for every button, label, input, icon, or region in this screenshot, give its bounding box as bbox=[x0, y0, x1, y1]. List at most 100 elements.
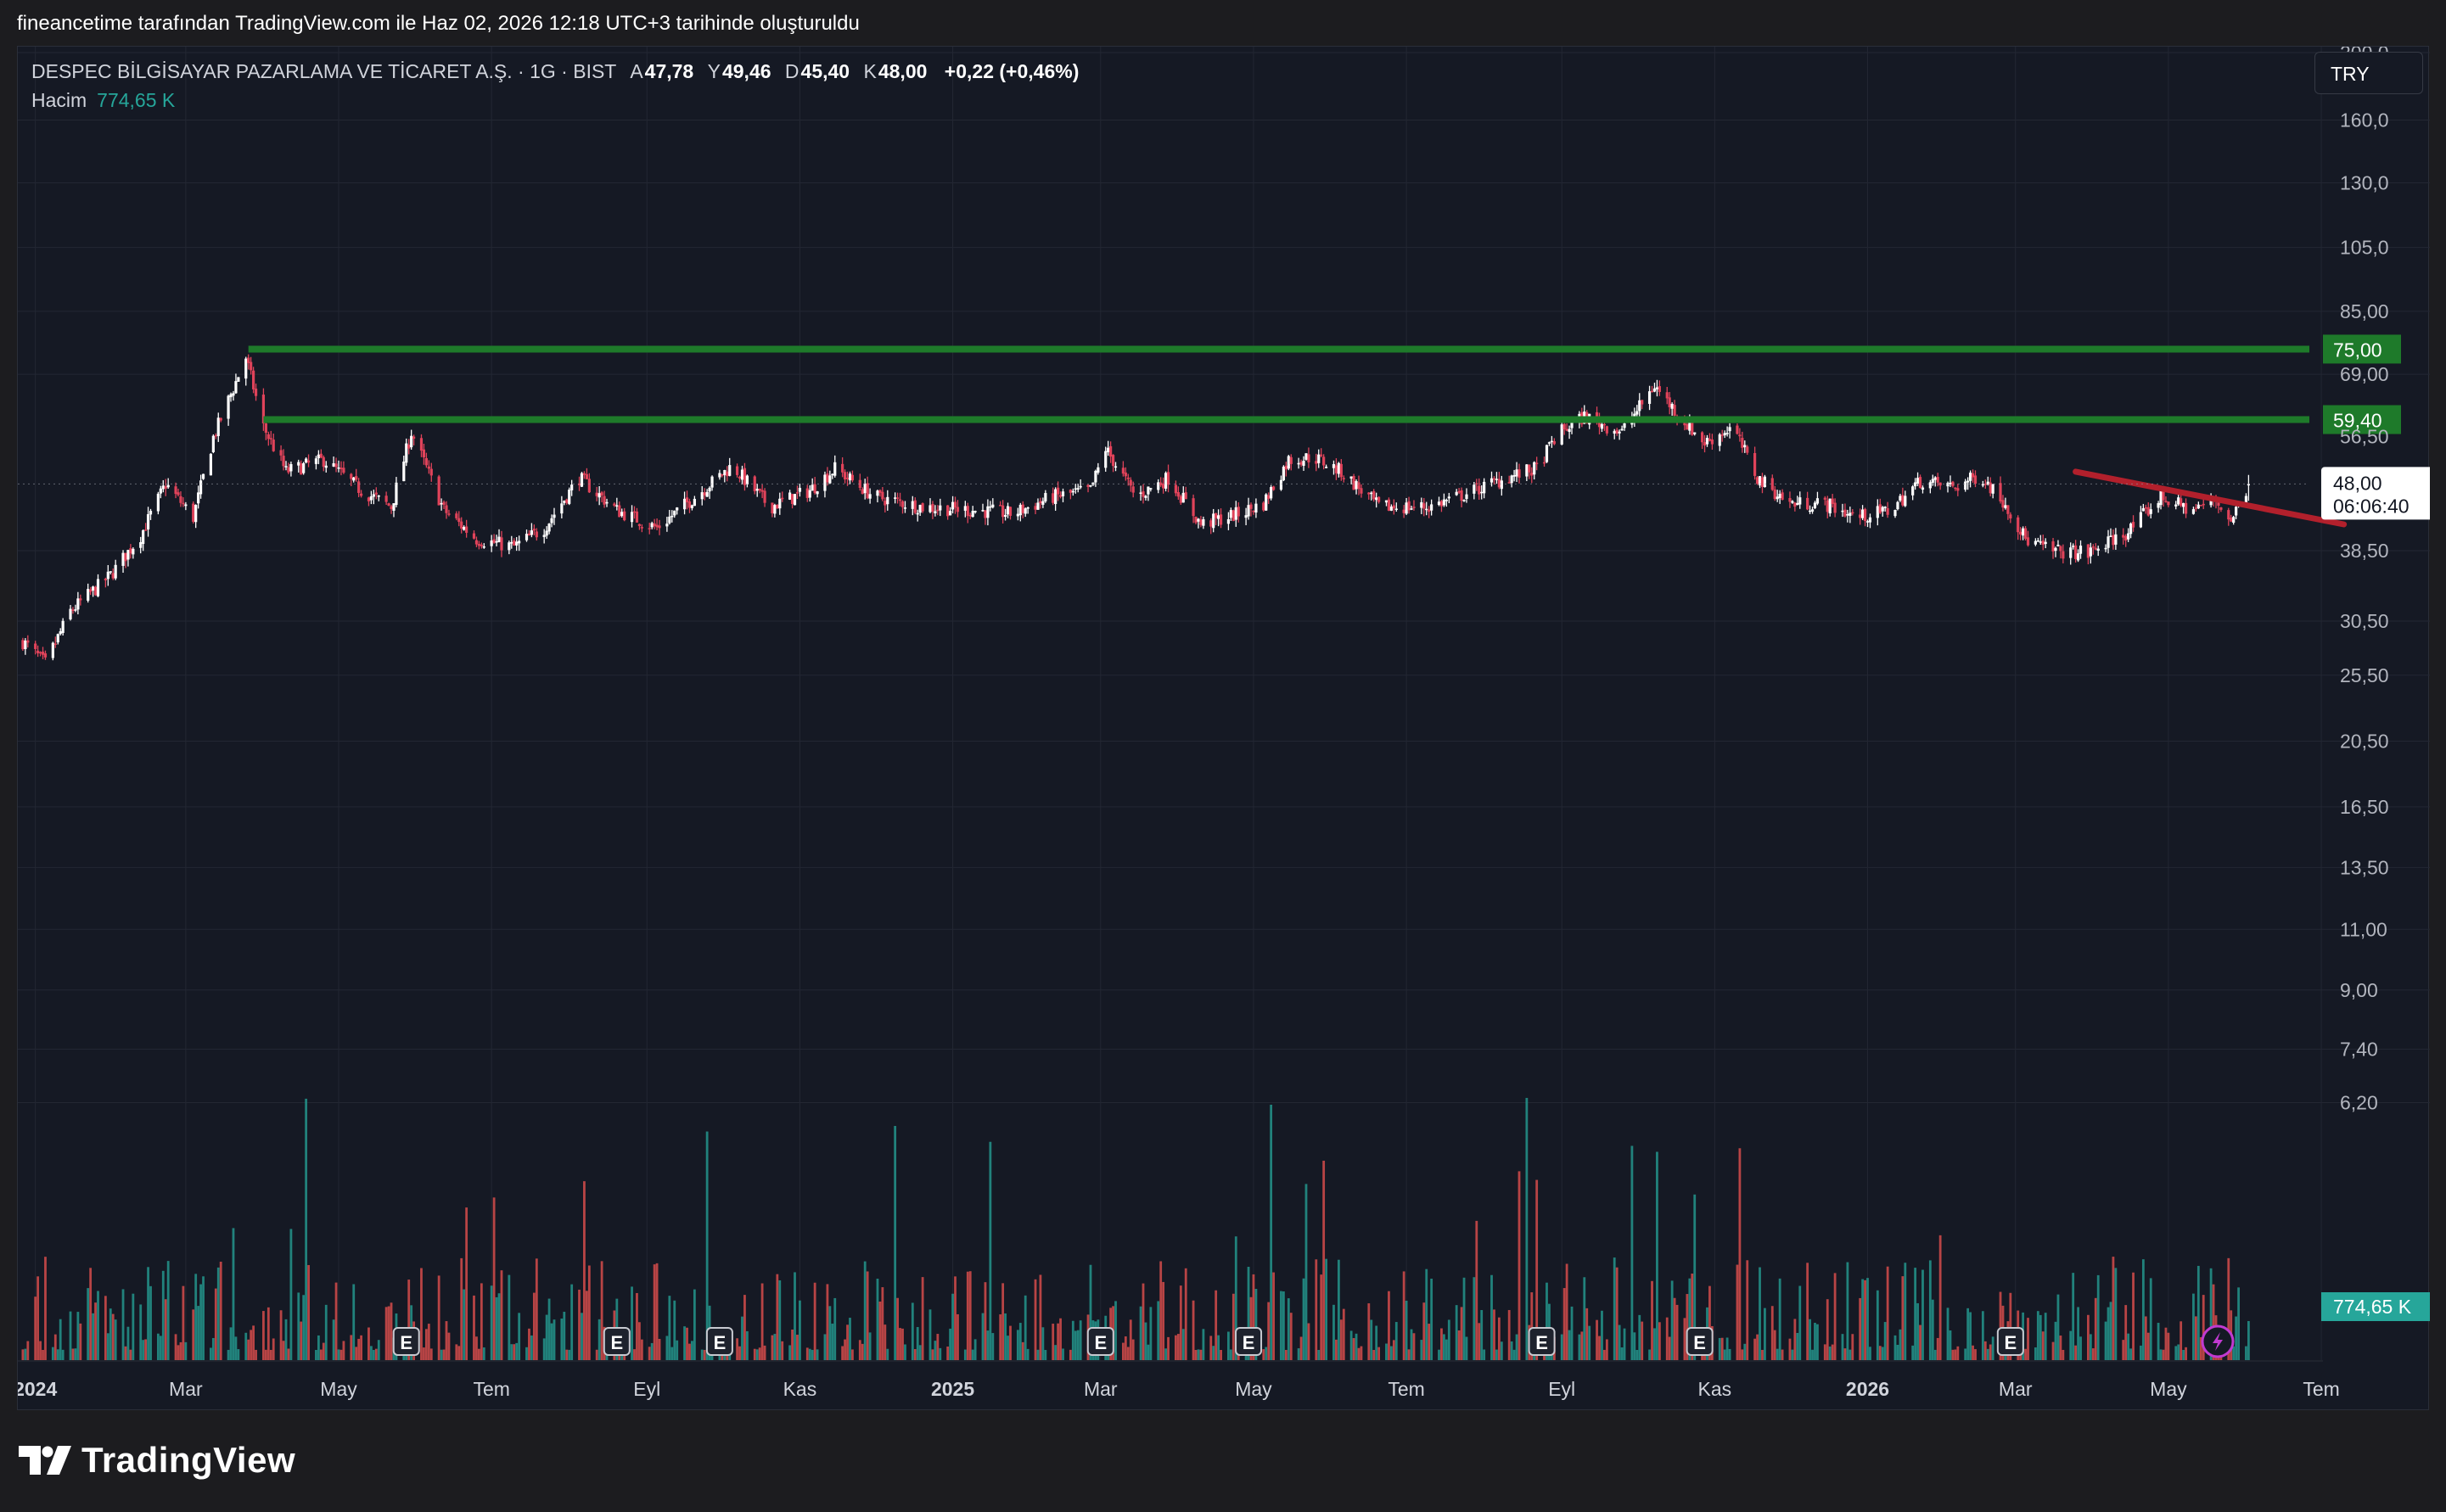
candle-body bbox=[635, 511, 639, 523]
candle-body bbox=[585, 473, 588, 479]
volume-bar bbox=[846, 1324, 849, 1360]
candle-body bbox=[690, 505, 694, 508]
candle-body bbox=[1833, 502, 1837, 513]
candle-body bbox=[648, 528, 651, 529]
volume-bar bbox=[1129, 1319, 1132, 1360]
currency-button[interactable]: TRY bbox=[2314, 52, 2423, 94]
volume-bar bbox=[1585, 1308, 1589, 1360]
volume-bar bbox=[1412, 1333, 1416, 1360]
volume-bar bbox=[1069, 1349, 1072, 1360]
candle-body bbox=[808, 490, 811, 498]
candle-body bbox=[848, 473, 852, 481]
volume-bar bbox=[2036, 1311, 2039, 1360]
candle-body bbox=[1428, 509, 1431, 512]
candle-body bbox=[735, 466, 739, 475]
volume-bar bbox=[1284, 1349, 1288, 1360]
brand[interactable]: TradingView bbox=[19, 1439, 295, 1481]
candle-body bbox=[1893, 509, 1897, 517]
candle-body bbox=[227, 395, 230, 419]
volume-bar bbox=[279, 1310, 283, 1360]
volume-bar bbox=[861, 1343, 864, 1360]
candle-body bbox=[1372, 490, 1376, 500]
earnings-marker: E bbox=[1528, 1327, 1556, 1356]
candle-body bbox=[828, 475, 832, 484]
candle-body bbox=[728, 465, 732, 476]
volume-bar bbox=[1021, 1341, 1024, 1360]
candle-body bbox=[949, 511, 952, 516]
candle-body bbox=[1315, 461, 1318, 464]
earnings-marker-box bbox=[1086, 1327, 1114, 1356]
candle-body bbox=[1933, 477, 1937, 480]
candle-body bbox=[337, 467, 340, 469]
candle-body bbox=[986, 506, 990, 518]
volume-bar bbox=[1147, 1344, 1150, 1360]
candle-body bbox=[132, 548, 135, 555]
candle-body bbox=[2131, 522, 2135, 528]
volume-bar bbox=[535, 1258, 538, 1360]
volume-bar bbox=[1736, 1264, 1739, 1360]
volume-bar bbox=[1388, 1291, 1390, 1360]
volume-bar bbox=[1741, 1349, 1744, 1360]
volume-bar bbox=[986, 1330, 990, 1360]
volume-badge: 774,65 K bbox=[2321, 1292, 2430, 1321]
candle-body bbox=[1981, 484, 1984, 486]
candle-body bbox=[51, 642, 54, 658]
y-tick-label: 130,0 bbox=[2340, 171, 2389, 193]
volume-bar bbox=[1635, 1349, 1639, 1360]
candle-body bbox=[1039, 501, 1042, 503]
candle-body bbox=[2164, 501, 2168, 502]
candle-body bbox=[53, 643, 57, 646]
volume-bar bbox=[1893, 1335, 1897, 1360]
last-price-countdown: 06:06:40 bbox=[2333, 495, 2410, 517]
candle-body bbox=[918, 505, 922, 513]
volume-bar bbox=[1465, 1336, 1468, 1360]
volume-bar bbox=[79, 1323, 82, 1360]
candle-body bbox=[778, 498, 782, 509]
candle-body bbox=[1337, 462, 1340, 474]
candle-body bbox=[723, 470, 727, 475]
candle-body bbox=[1325, 467, 1328, 468]
candle-body bbox=[1129, 479, 1132, 486]
candle-body bbox=[2199, 505, 2202, 507]
candle-body bbox=[1034, 506, 1037, 510]
candle-body bbox=[898, 499, 902, 501]
candle-body bbox=[2074, 545, 2078, 559]
volume-label[interactable]: Hacim bbox=[31, 89, 87, 111]
candle-body bbox=[1124, 472, 1127, 477]
level-price-label: 59,40 bbox=[2333, 410, 2382, 432]
candle-body bbox=[384, 496, 388, 502]
candle-body bbox=[788, 492, 792, 500]
volume-bar bbox=[1720, 1337, 1724, 1360]
volume-bar bbox=[1510, 1341, 1513, 1360]
symbol-name[interactable]: DESPEC BİLGİSAYAR PAZARLAMA VE TİCARET A… bbox=[31, 60, 616, 82]
volume-bar bbox=[1121, 1342, 1125, 1360]
candle-body bbox=[1174, 484, 1178, 494]
volume-bar bbox=[1337, 1259, 1340, 1360]
candle-body bbox=[2180, 498, 2183, 506]
volume-bar bbox=[106, 1333, 109, 1360]
candle-body bbox=[24, 640, 27, 650]
candle-body bbox=[1057, 487, 1060, 495]
volume-bar bbox=[918, 1345, 922, 1360]
candle-body bbox=[1375, 497, 1378, 501]
volume-bar bbox=[1949, 1330, 1952, 1360]
candle-body bbox=[306, 460, 311, 463]
candle-body bbox=[56, 634, 59, 643]
volume-bar bbox=[266, 1307, 270, 1360]
volume-bar bbox=[1859, 1297, 1862, 1360]
candle-body bbox=[1384, 500, 1388, 503]
volume-bar bbox=[2209, 1268, 2213, 1360]
volume-bar bbox=[437, 1275, 440, 1360]
volume-bar bbox=[2162, 1349, 2165, 1360]
candle-body bbox=[2017, 517, 2020, 533]
candle-body bbox=[1074, 488, 1077, 490]
volume-bar bbox=[1919, 1324, 1921, 1360]
candle-body bbox=[282, 456, 285, 467]
volume-bar bbox=[1983, 1341, 1987, 1360]
volume-bar bbox=[1339, 1319, 1343, 1360]
candle-body bbox=[640, 527, 643, 529]
volume-bar bbox=[1828, 1346, 1832, 1360]
candle-body bbox=[939, 505, 942, 511]
